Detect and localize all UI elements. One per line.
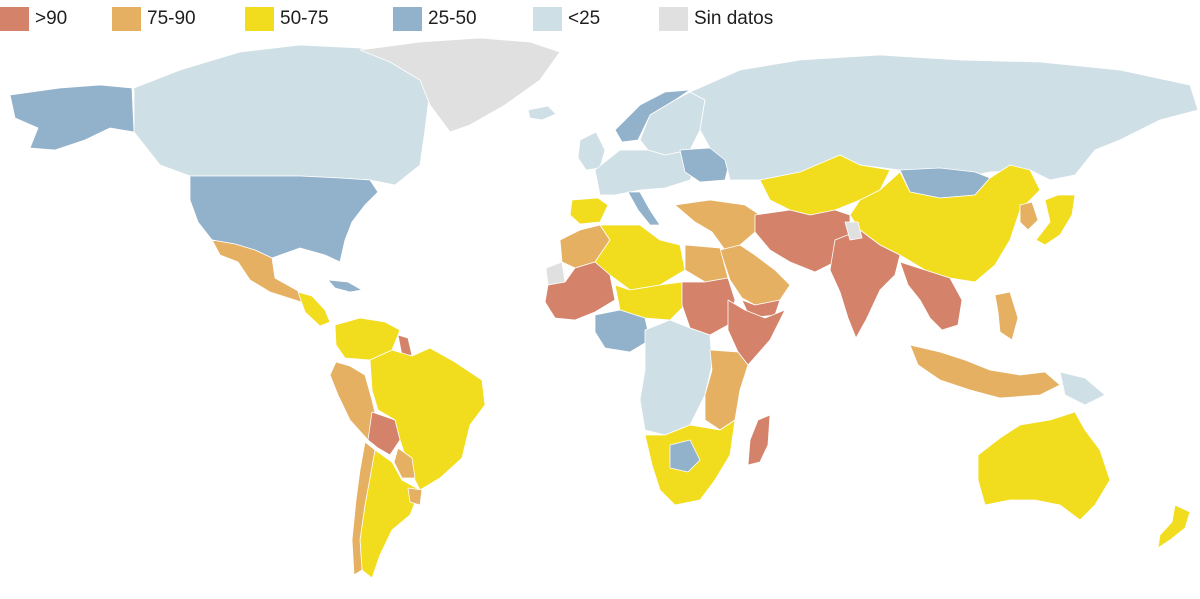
region-east-africa [704, 349, 749, 431]
region-cuba [327, 279, 363, 293]
legend-item-50-75: 50-75 [245, 6, 329, 32]
legend-swatch-75-90 [112, 7, 141, 31]
legend-label-50-75: 50-75 [280, 8, 329, 29]
region-central-america [297, 291, 331, 327]
region-papua [1059, 371, 1106, 406]
region-central-africa [639, 319, 713, 436]
region-new-zealand [1157, 504, 1191, 549]
region-italy [627, 191, 661, 226]
region-korea [1019, 201, 1039, 231]
legend-label-gt90: >90 [35, 8, 68, 29]
region-philippines [994, 291, 1019, 341]
region-west-africa-sahel [544, 261, 616, 321]
region-indonesia [909, 344, 1061, 399]
region-spain-portugal [569, 197, 609, 225]
legend-label-25-50: 25-50 [428, 8, 477, 29]
region-southeast-asia [899, 261, 963, 331]
legend-label-nodata: Sin datos [694, 8, 774, 29]
region-kashmir [844, 221, 863, 241]
legend-item-75-90: 75-90 [112, 6, 196, 32]
legend-swatch-50-75 [245, 7, 274, 31]
legend-item-gt90: >90 [0, 6, 67, 32]
region-madagascar [747, 414, 771, 466]
region-arabian-peninsula [719, 244, 791, 306]
legend-swatch-25-50 [393, 7, 422, 31]
region-nigeria [594, 309, 651, 353]
region-paraguay [393, 447, 416, 479]
region-guyana [397, 334, 413, 357]
legend-label-75-90: 75-90 [147, 8, 196, 29]
region-brazil [369, 347, 486, 491]
region-greenland [359, 37, 561, 133]
region-turkey-middle-east [674, 199, 761, 251]
legend-item-25-50: 25-50 [393, 6, 477, 32]
region-canada [133, 44, 431, 186]
region-bolivia [367, 411, 401, 456]
region-uruguay [407, 487, 423, 506]
legend: >90 75-90 50-75 25-50 <25 Sin datos [0, 6, 1200, 32]
region-australia [977, 411, 1111, 521]
legend-swatch-gt90 [0, 7, 29, 31]
region-japan [1035, 194, 1076, 246]
legend-item-lt25: <25 [533, 6, 600, 32]
region-sudan [681, 277, 736, 336]
region-india [829, 229, 901, 339]
legend-swatch-lt25 [533, 7, 562, 31]
region-botswana [669, 439, 701, 473]
region-western-sahara [545, 261, 566, 286]
legend-swatch-nodata [659, 7, 688, 31]
legend-label-lt25: <25 [568, 8, 601, 29]
legend-item-nodata: Sin datos [659, 6, 773, 32]
region-iceland [527, 105, 557, 121]
region-russia [689, 54, 1199, 181]
region-uk-ireland [577, 131, 606, 171]
region-alaska [9, 84, 135, 151]
map-regions [9, 37, 1199, 579]
region-chile [351, 441, 376, 576]
region-horn-of-africa [727, 299, 786, 366]
